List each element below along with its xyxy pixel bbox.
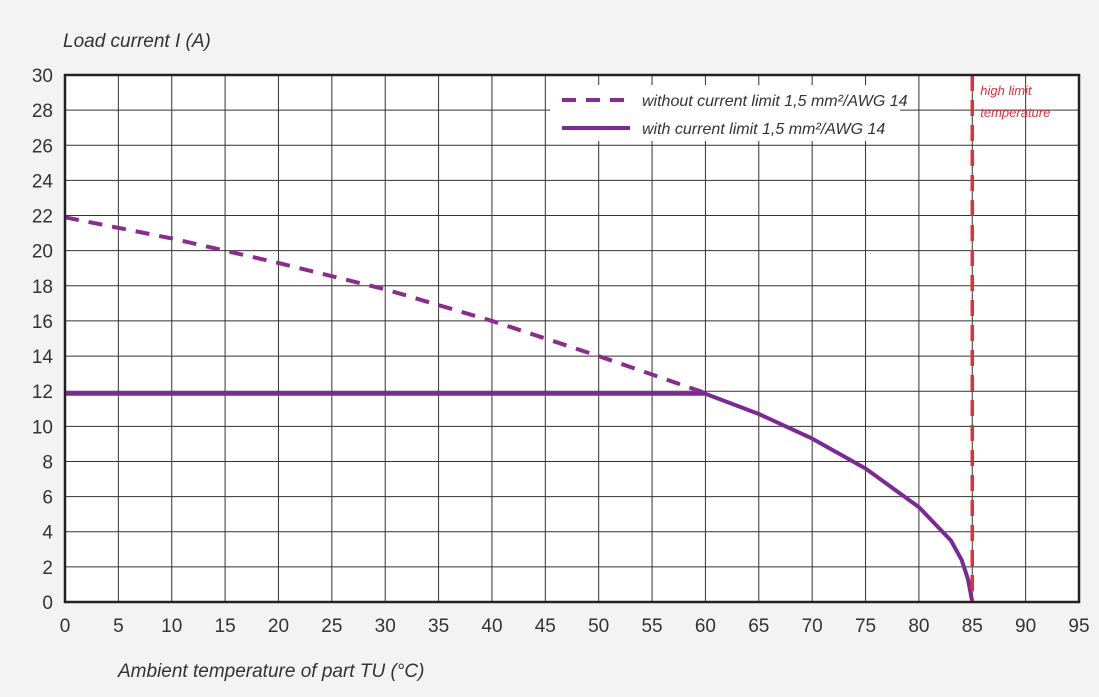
y-tick-label: 20 bbox=[32, 242, 53, 263]
x-tick-label: 85 bbox=[962, 616, 983, 637]
x-tick-label: 0 bbox=[60, 616, 71, 637]
y-tick-label: 28 bbox=[32, 101, 53, 122]
y-tick-label: 18 bbox=[32, 277, 53, 298]
y-tick-label: 6 bbox=[42, 488, 53, 509]
x-tick-label: 65 bbox=[748, 616, 769, 637]
x-tick-label: 25 bbox=[321, 616, 342, 637]
x-tick-label: 40 bbox=[481, 616, 502, 637]
x-axis-title: Ambient temperature of part TU (°C) bbox=[117, 661, 424, 682]
y-tick-label: 2 bbox=[42, 558, 53, 579]
x-tick-label: 5 bbox=[113, 616, 124, 637]
x-tick-label: 95 bbox=[1068, 616, 1089, 637]
tick-labels: 0 5 10 15 20 25 30 35 40 45 50 55 60 65 70 75 80 85 90 95 0 2… bbox=[32, 66, 1090, 637]
x-tick-label: 80 bbox=[908, 616, 929, 637]
x-tick-label: 90 bbox=[1015, 616, 1036, 637]
x-tick-label: 45 bbox=[535, 616, 556, 637]
y-tick-label: 30 bbox=[32, 66, 53, 87]
y-tick-label: 22 bbox=[32, 207, 53, 228]
y-tick-label: 14 bbox=[32, 347, 54, 368]
plot-frame bbox=[63, 73, 1081, 604]
grid bbox=[64, 74, 1080, 603]
legend-entry-without-limit: without current limit 1,5 mm²/AWG 14 bbox=[642, 93, 908, 110]
plot-area bbox=[65, 75, 1079, 602]
y-tick-label: 8 bbox=[42, 452, 53, 473]
high-limit-label-line2: temperature bbox=[980, 105, 1050, 120]
x-tick-label: 55 bbox=[641, 616, 662, 637]
x-tick-label: 30 bbox=[375, 616, 396, 637]
y-tick-label: 4 bbox=[42, 523, 53, 544]
x-tick-label: 35 bbox=[428, 616, 449, 637]
x-tick-label: 15 bbox=[215, 616, 236, 637]
series-line-with-limit bbox=[65, 391, 975, 603]
y-axis-title: Load current I (A) bbox=[63, 31, 211, 52]
x-tick-label: 75 bbox=[855, 616, 876, 637]
y-tick-label: 10 bbox=[32, 417, 53, 438]
legend-entry-with-limit: with current limit 1,5 mm²/AWG 14 bbox=[642, 121, 885, 138]
x-tick-label: 60 bbox=[695, 616, 716, 637]
x-tick-label: 10 bbox=[161, 616, 182, 637]
y-tick-label: 26 bbox=[32, 136, 53, 157]
high-limit-label-line1: high limit bbox=[980, 83, 1033, 98]
y-tick-label: 16 bbox=[32, 312, 53, 333]
y-tick-label: 0 bbox=[42, 593, 53, 614]
legend: without current limit 1,5 mm²/AWG 14 wit… bbox=[550, 85, 908, 141]
legend-box bbox=[550, 85, 900, 141]
x-tick-label: 20 bbox=[268, 616, 289, 637]
x-tick-label: 70 bbox=[802, 616, 823, 637]
y-tick-label: 12 bbox=[32, 382, 53, 403]
series-line-without-limit bbox=[64, 215, 707, 395]
series-lines bbox=[64, 215, 975, 603]
y-tick-label: 24 bbox=[32, 171, 54, 192]
x-tick-label: 50 bbox=[588, 616, 609, 637]
